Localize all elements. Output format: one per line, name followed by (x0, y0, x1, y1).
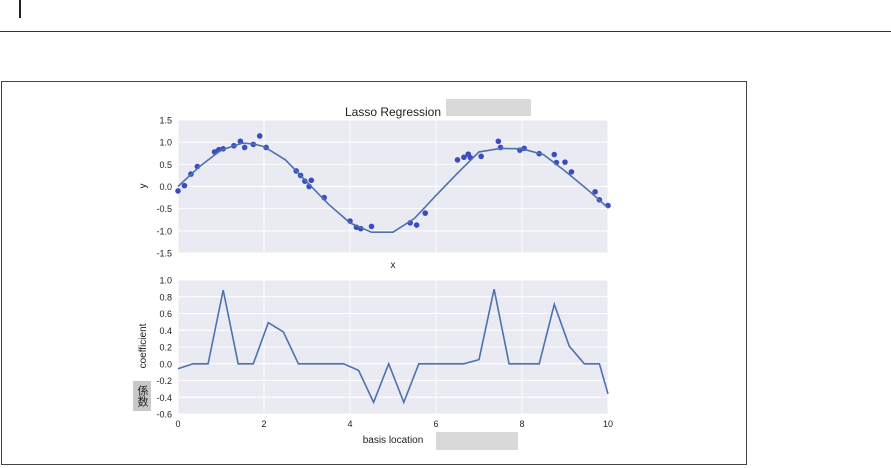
top-y-tick-label: -0.5 (156, 204, 172, 214)
bottom-y-tick-label: 0.0 (159, 359, 172, 369)
bottom-y-tick-label: -0.6 (156, 410, 172, 420)
fit-line (177, 142, 609, 233)
bottom-y-tick-label: -0.4 (156, 393, 172, 403)
bottom-xlabel: basis location (363, 435, 424, 446)
title-redaction (446, 99, 531, 116)
scatter-point (568, 169, 575, 175)
bottom-y-tick-label: 0.8 (159, 292, 172, 302)
bottom-y-tick-label: 1.0 (159, 276, 172, 286)
x-tick-label: 4 (347, 419, 352, 429)
bottom-y-tick-label: 0.4 (159, 326, 172, 336)
bottom-y-tick-label: 0.6 (159, 309, 172, 319)
header-rule (0, 31, 891, 32)
top-panel: 1.5 1.0 0.5 0.0 -0.5 -1.0 -1.5 (156, 116, 611, 259)
scatter-point (461, 154, 467, 161)
top-ylabel: y (138, 184, 149, 189)
top-y-tick-label: 0.0 (159, 182, 172, 192)
scatter-point (308, 177, 315, 184)
scatter-point (495, 138, 502, 145)
x-tick-label: 2 (261, 419, 266, 429)
scatter-point (175, 188, 181, 194)
top-y-tick-label: 0.5 (159, 160, 172, 170)
scatter-point (256, 133, 263, 139)
top-y-tick-label: -1.5 (156, 249, 172, 259)
x-tick-label: 8 (519, 419, 524, 429)
x-tick-label: 10 (603, 419, 613, 429)
scatter-point (413, 222, 420, 228)
top-y-tick-label: -1.0 (156, 226, 172, 236)
x-tick-label: 6 (433, 419, 438, 429)
annotation-box (133, 381, 151, 411)
scatter-point (592, 189, 598, 195)
bottom-panel: 1.0 0.8 0.6 0.4 0.2 0.0 -0.2 -0.4 -0.60 2 4 6 8 10 (156, 276, 613, 430)
scatter-point (551, 151, 558, 158)
top-y-tick-label: 1.5 (159, 116, 172, 126)
top-xlabel: x (391, 260, 396, 271)
top-y-tick-label: 1.0 (159, 138, 172, 148)
scatter-point (562, 159, 568, 165)
bottom-ylabel: coefficient (138, 323, 149, 368)
bottom-y-tick-label: -0.2 (156, 376, 172, 386)
scatter-point (241, 144, 248, 151)
bottom-y-tick-label: 0.2 (159, 343, 172, 353)
coefficient-line (177, 289, 609, 405)
x-tick-label: 0 (175, 419, 180, 429)
scatter-point (368, 223, 375, 230)
annotation-label: 係数 (136, 385, 149, 408)
scatter-point (454, 157, 461, 163)
scatter-point (302, 178, 308, 184)
xlabel-redaction (436, 432, 518, 450)
scatter-point (478, 153, 484, 160)
figure-frame (1, 81, 747, 465)
scatter-point (181, 182, 188, 189)
header-tick (19, 0, 21, 18)
scatter-point (422, 210, 429, 216)
chart-title: Lasso Regression (345, 105, 441, 119)
